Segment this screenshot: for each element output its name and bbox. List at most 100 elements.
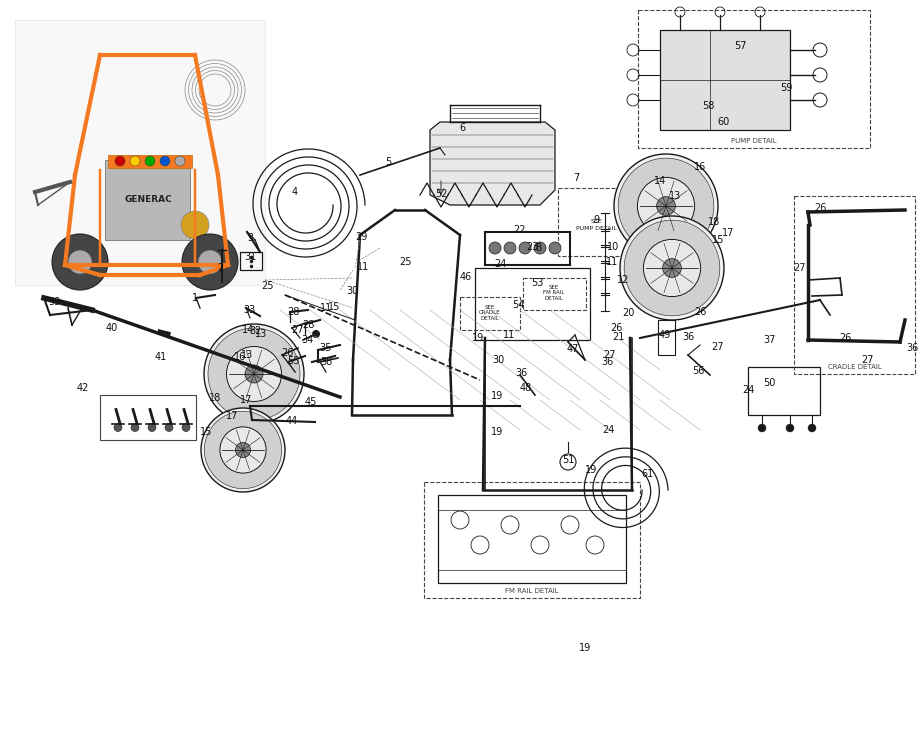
Text: 24: 24 <box>602 425 614 435</box>
Text: 26: 26 <box>814 203 826 213</box>
Circle shape <box>204 324 304 424</box>
Circle shape <box>808 424 816 432</box>
Text: 27: 27 <box>291 325 303 335</box>
Text: 33: 33 <box>243 305 255 315</box>
Circle shape <box>201 408 285 492</box>
Text: 21: 21 <box>611 332 624 342</box>
Text: 10: 10 <box>607 242 619 252</box>
Circle shape <box>182 234 238 290</box>
Text: 44: 44 <box>285 416 298 426</box>
Text: 47: 47 <box>566 344 579 354</box>
Text: 52: 52 <box>435 189 447 199</box>
Circle shape <box>220 427 266 473</box>
Text: 19: 19 <box>579 643 591 653</box>
Text: SEE
CRADLE
DETAIL: SEE CRADLE DETAIL <box>479 305 501 321</box>
Text: 26: 26 <box>694 307 706 317</box>
Circle shape <box>624 220 720 315</box>
Text: 16: 16 <box>694 162 706 172</box>
Text: 35: 35 <box>319 343 331 353</box>
Circle shape <box>165 424 173 431</box>
Text: 9: 9 <box>593 215 599 225</box>
Text: 26: 26 <box>839 333 851 343</box>
Text: 13: 13 <box>669 191 681 201</box>
Text: 2: 2 <box>217 263 223 273</box>
Text: 36: 36 <box>601 357 613 367</box>
Text: 59: 59 <box>779 83 792 93</box>
Text: 42: 42 <box>77 383 89 393</box>
Circle shape <box>175 156 185 166</box>
Text: 5: 5 <box>385 157 391 167</box>
Circle shape <box>145 156 155 166</box>
Circle shape <box>519 242 531 254</box>
Text: 19: 19 <box>491 391 503 401</box>
Polygon shape <box>108 155 192 168</box>
Circle shape <box>182 424 190 431</box>
Text: 13: 13 <box>255 329 267 339</box>
Circle shape <box>208 328 300 420</box>
Text: 53: 53 <box>531 278 543 288</box>
Text: 25: 25 <box>261 281 274 291</box>
Circle shape <box>52 234 108 290</box>
Text: 48: 48 <box>520 383 532 393</box>
Circle shape <box>198 250 222 274</box>
Text: 8: 8 <box>535 243 541 253</box>
Text: 32: 32 <box>249 326 262 336</box>
Text: 23: 23 <box>526 242 538 252</box>
Text: 19: 19 <box>585 465 597 475</box>
Polygon shape <box>15 20 265 285</box>
Text: 24: 24 <box>742 385 755 395</box>
Text: 28: 28 <box>302 320 314 330</box>
Circle shape <box>618 158 714 254</box>
Circle shape <box>663 258 681 277</box>
Text: 61: 61 <box>642 469 655 479</box>
Text: 50: 50 <box>763 378 775 388</box>
Circle shape <box>614 154 718 258</box>
Text: 16: 16 <box>234 352 246 362</box>
Polygon shape <box>430 122 555 205</box>
Text: 60: 60 <box>718 117 730 127</box>
Text: 27: 27 <box>711 342 724 352</box>
Text: 41: 41 <box>155 352 167 362</box>
Text: SEE
FM RAIL
DETAIL: SEE FM RAIL DETAIL <box>543 285 565 302</box>
Text: 7: 7 <box>573 173 579 183</box>
Text: 26: 26 <box>610 323 622 333</box>
Text: GENERAC: GENERAC <box>124 195 172 204</box>
Text: 38: 38 <box>319 357 332 367</box>
Text: 1: 1 <box>192 293 198 303</box>
Circle shape <box>489 242 501 254</box>
Text: 55: 55 <box>286 356 299 366</box>
Polygon shape <box>660 30 790 130</box>
Polygon shape <box>105 160 190 240</box>
Text: 17: 17 <box>226 411 238 421</box>
Text: 20: 20 <box>621 308 634 318</box>
Text: 26: 26 <box>281 348 293 358</box>
Text: 15: 15 <box>711 235 724 245</box>
Text: 30: 30 <box>492 355 504 365</box>
Text: 18: 18 <box>209 393 221 403</box>
Text: 25: 25 <box>398 257 411 267</box>
Text: 29: 29 <box>355 232 367 242</box>
Circle shape <box>68 250 92 274</box>
Circle shape <box>637 177 695 234</box>
Circle shape <box>245 365 263 383</box>
Text: 24: 24 <box>494 259 506 269</box>
Circle shape <box>148 424 156 431</box>
Text: 17: 17 <box>722 228 734 238</box>
Text: 6: 6 <box>459 123 465 133</box>
Circle shape <box>114 424 122 431</box>
Circle shape <box>786 424 794 432</box>
Text: SEE
PUMP DETAIL: SEE PUMP DETAIL <box>576 220 617 231</box>
Text: 51: 51 <box>562 455 574 465</box>
Text: 56: 56 <box>692 366 704 376</box>
Text: FM RAIL DETAIL: FM RAIL DETAIL <box>505 588 559 594</box>
Text: 14: 14 <box>241 325 254 335</box>
Circle shape <box>227 346 282 401</box>
Text: 27: 27 <box>604 350 616 360</box>
Text: 22: 22 <box>513 225 525 235</box>
Text: 3: 3 <box>247 233 253 243</box>
Circle shape <box>160 156 170 166</box>
Text: 18: 18 <box>708 217 720 227</box>
Text: 36: 36 <box>682 332 694 342</box>
Text: 15: 15 <box>200 427 212 437</box>
Circle shape <box>235 442 251 458</box>
